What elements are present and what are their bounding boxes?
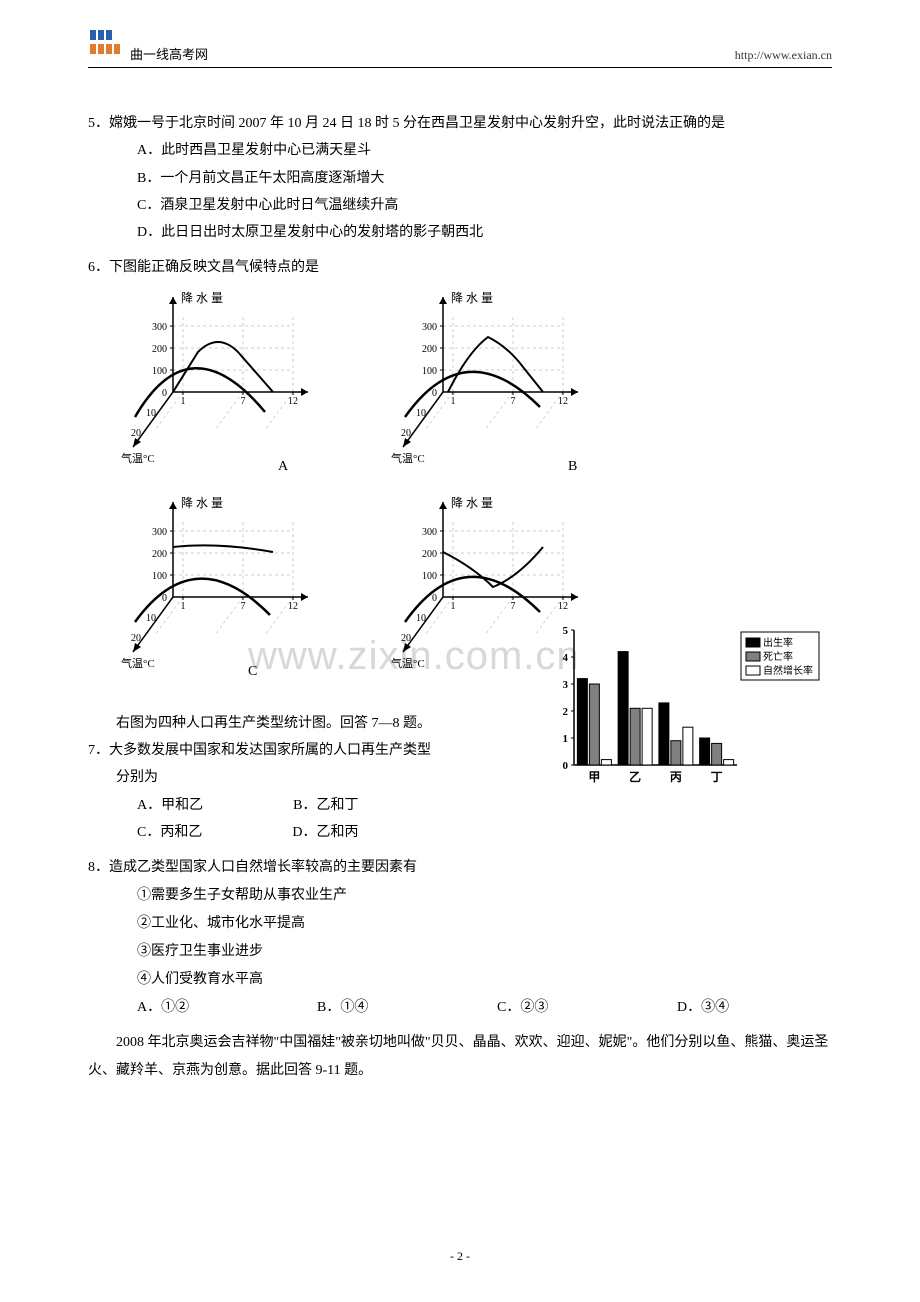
svg-text:1: 1 bbox=[451, 396, 456, 407]
q8-text: 8．造成乙类型国家人口自然增长率较高的主要因素有 bbox=[88, 854, 832, 881]
q7-opt-a: A．甲和乙 bbox=[137, 792, 203, 819]
q5-opt-b: B．一个月前文昌正午太阳高度逐渐增大 bbox=[137, 165, 832, 192]
svg-text:300: 300 bbox=[422, 322, 437, 333]
svg-text:200: 200 bbox=[422, 549, 437, 560]
svg-text:气温°C: 气温°C bbox=[121, 451, 155, 465]
q7-opts-row2: C．丙和乙 D．乙和丙 bbox=[137, 819, 832, 846]
header-left: 曲一线高考网 bbox=[88, 28, 208, 63]
site-url: http://www.exian.cn bbox=[735, 48, 832, 63]
q7-opt-d: D．乙和丙 bbox=[292, 819, 358, 846]
svg-text:2: 2 bbox=[563, 706, 569, 718]
q5-opt-a: A．此时西昌卫星发射中心已满天星斗 bbox=[137, 137, 832, 164]
q8-opts: A．①② B．①④ C．②③ D．③④ bbox=[137, 994, 832, 1021]
q5-opt-c: C．酒泉卫星发射中心此时日气温继续升高 bbox=[137, 192, 832, 219]
svg-text:0: 0 bbox=[432, 388, 437, 399]
svg-text:乙: 乙 bbox=[629, 770, 641, 784]
svg-text:降 水 量: 降 水 量 bbox=[181, 291, 223, 305]
svg-text:4: 4 bbox=[563, 652, 569, 664]
q7-opt-c: C．丙和乙 bbox=[137, 819, 202, 846]
svg-text:12: 12 bbox=[558, 601, 568, 612]
q8-opt-b: B．①④ bbox=[317, 994, 497, 1021]
svg-text:100: 100 bbox=[422, 571, 437, 582]
svg-text:C: C bbox=[248, 664, 257, 677]
svg-text:7: 7 bbox=[511, 601, 516, 612]
q9-intro: 2008 年北京奥运会吉祥物"中国福娃"被亲切地叫做"贝贝、晶晶、欢欢、迎迎、妮… bbox=[88, 1029, 832, 1085]
svg-text:12: 12 bbox=[288, 601, 298, 612]
svg-text:0: 0 bbox=[162, 388, 167, 399]
q7-opts-row1: A．甲和乙 B．乙和丁 bbox=[137, 792, 832, 819]
svg-text:3: 3 bbox=[563, 679, 569, 691]
svg-text:气温°C: 气温°C bbox=[121, 656, 155, 670]
svg-text:0: 0 bbox=[162, 593, 167, 604]
q7-opt-b: B．乙和丁 bbox=[293, 792, 358, 819]
q8-item-3: ③医疗卫生事业进步 bbox=[137, 938, 832, 966]
page-number: - 2 - bbox=[0, 1249, 920, 1264]
svg-text:10: 10 bbox=[416, 613, 426, 624]
site-name: 曲一线高考网 bbox=[130, 44, 208, 63]
svg-text:10: 10 bbox=[146, 408, 156, 419]
svg-text:300: 300 bbox=[422, 527, 437, 538]
svg-text:200: 200 bbox=[152, 344, 167, 355]
svg-text:气温°C: 气温°C bbox=[391, 451, 425, 465]
q8-opt-d: D．③④ bbox=[677, 994, 857, 1021]
svg-text:B: B bbox=[568, 459, 577, 472]
q8-item-4: ④人们受教育水平高 bbox=[137, 966, 832, 994]
svg-text:7: 7 bbox=[241, 396, 246, 407]
svg-text:100: 100 bbox=[422, 366, 437, 377]
question-8: 8．造成乙类型国家人口自然增长率较高的主要因素有 ①需要多生子女帮助从事农业生产… bbox=[88, 854, 832, 1021]
svg-text:1: 1 bbox=[451, 601, 456, 612]
q8-opt-c: C．②③ bbox=[497, 994, 677, 1021]
svg-text:100: 100 bbox=[152, 571, 167, 582]
q8-item-1: ①需要多生子女帮助从事农业生产 bbox=[137, 882, 832, 910]
svg-text:300: 300 bbox=[152, 322, 167, 333]
svg-text:12: 12 bbox=[288, 396, 298, 407]
svg-text:7: 7 bbox=[241, 601, 246, 612]
q7-8-section: 012345甲乙丙丁出生率死亡率自然增长率 右图为四种人口再生产类型统计图。回答… bbox=[88, 710, 832, 846]
svg-text:100: 100 bbox=[152, 366, 167, 377]
svg-text:降 水 量: 降 水 量 bbox=[451, 291, 493, 305]
svg-text:10: 10 bbox=[416, 408, 426, 419]
population-chart: 0 1 2 3 4 5 甲 乙 丙 丁 出生率死亡率自然增长率 bbox=[552, 620, 832, 795]
page-header: 曲一线高考网 http://www.exian.cn bbox=[88, 28, 832, 68]
svg-text:20: 20 bbox=[131, 428, 141, 439]
climate-fig-c: 0 100 200 300 1 7 12 10 20 降 水 量气温°C C bbox=[118, 487, 378, 687]
q6-text: 6．下图能正确反映文昌气候特点的是 bbox=[88, 254, 832, 281]
svg-text:A: A bbox=[278, 459, 289, 472]
q5-text: 5．嫦娥一号于北京时间 2007 年 10 月 24 日 18 时 5 分在西昌… bbox=[88, 110, 832, 137]
svg-text:甲: 甲 bbox=[588, 770, 600, 784]
svg-text:0: 0 bbox=[432, 593, 437, 604]
svg-text:气温°C: 气温°C bbox=[391, 656, 425, 670]
svg-text:自然增长率: 自然增长率 bbox=[763, 664, 813, 677]
q5-opt-d: D．此日日出时太原卫星发射中心的发射塔的影子朝西北 bbox=[137, 219, 832, 246]
svg-text:20: 20 bbox=[401, 428, 411, 439]
svg-text:0: 0 bbox=[563, 760, 569, 772]
svg-text:丙: 丙 bbox=[670, 770, 682, 784]
content-area: 5．嫦娥一号于北京时间 2007 年 10 月 24 日 18 时 5 分在西昌… bbox=[88, 110, 832, 1085]
logo-icon bbox=[88, 28, 124, 63]
svg-text:降 水 量: 降 水 量 bbox=[181, 496, 223, 510]
svg-text:200: 200 bbox=[422, 344, 437, 355]
svg-text:12: 12 bbox=[558, 396, 568, 407]
svg-text:丁: 丁 bbox=[711, 770, 723, 784]
question-5: 5．嫦娥一号于北京时间 2007 年 10 月 24 日 18 时 5 分在西昌… bbox=[88, 110, 832, 246]
svg-text:300: 300 bbox=[152, 527, 167, 538]
svg-text:1: 1 bbox=[181, 396, 186, 407]
svg-text:降 水 量: 降 水 量 bbox=[451, 496, 493, 510]
svg-text:7: 7 bbox=[511, 396, 516, 407]
svg-text:5: 5 bbox=[563, 625, 569, 637]
svg-text:死亡率: 死亡率 bbox=[763, 650, 793, 663]
svg-text:1: 1 bbox=[181, 601, 186, 612]
svg-text:1: 1 bbox=[563, 733, 569, 745]
q8-opt-a: A．①② bbox=[137, 994, 317, 1021]
climate-fig-a: 0 100 200 300 1 7 12 10 20 降 水 量气温°C A bbox=[118, 282, 378, 482]
svg-text:200: 200 bbox=[152, 549, 167, 560]
svg-text:20: 20 bbox=[401, 633, 411, 644]
svg-text:10: 10 bbox=[146, 613, 156, 624]
svg-text:出生率: 出生率 bbox=[763, 636, 793, 649]
svg-text:20: 20 bbox=[131, 633, 141, 644]
q8-item-2: ②工业化、城市化水平提高 bbox=[137, 910, 832, 938]
climate-fig-b: 0 100 200 300 1 7 12 10 20 降 水 量气温°C B bbox=[388, 282, 648, 482]
